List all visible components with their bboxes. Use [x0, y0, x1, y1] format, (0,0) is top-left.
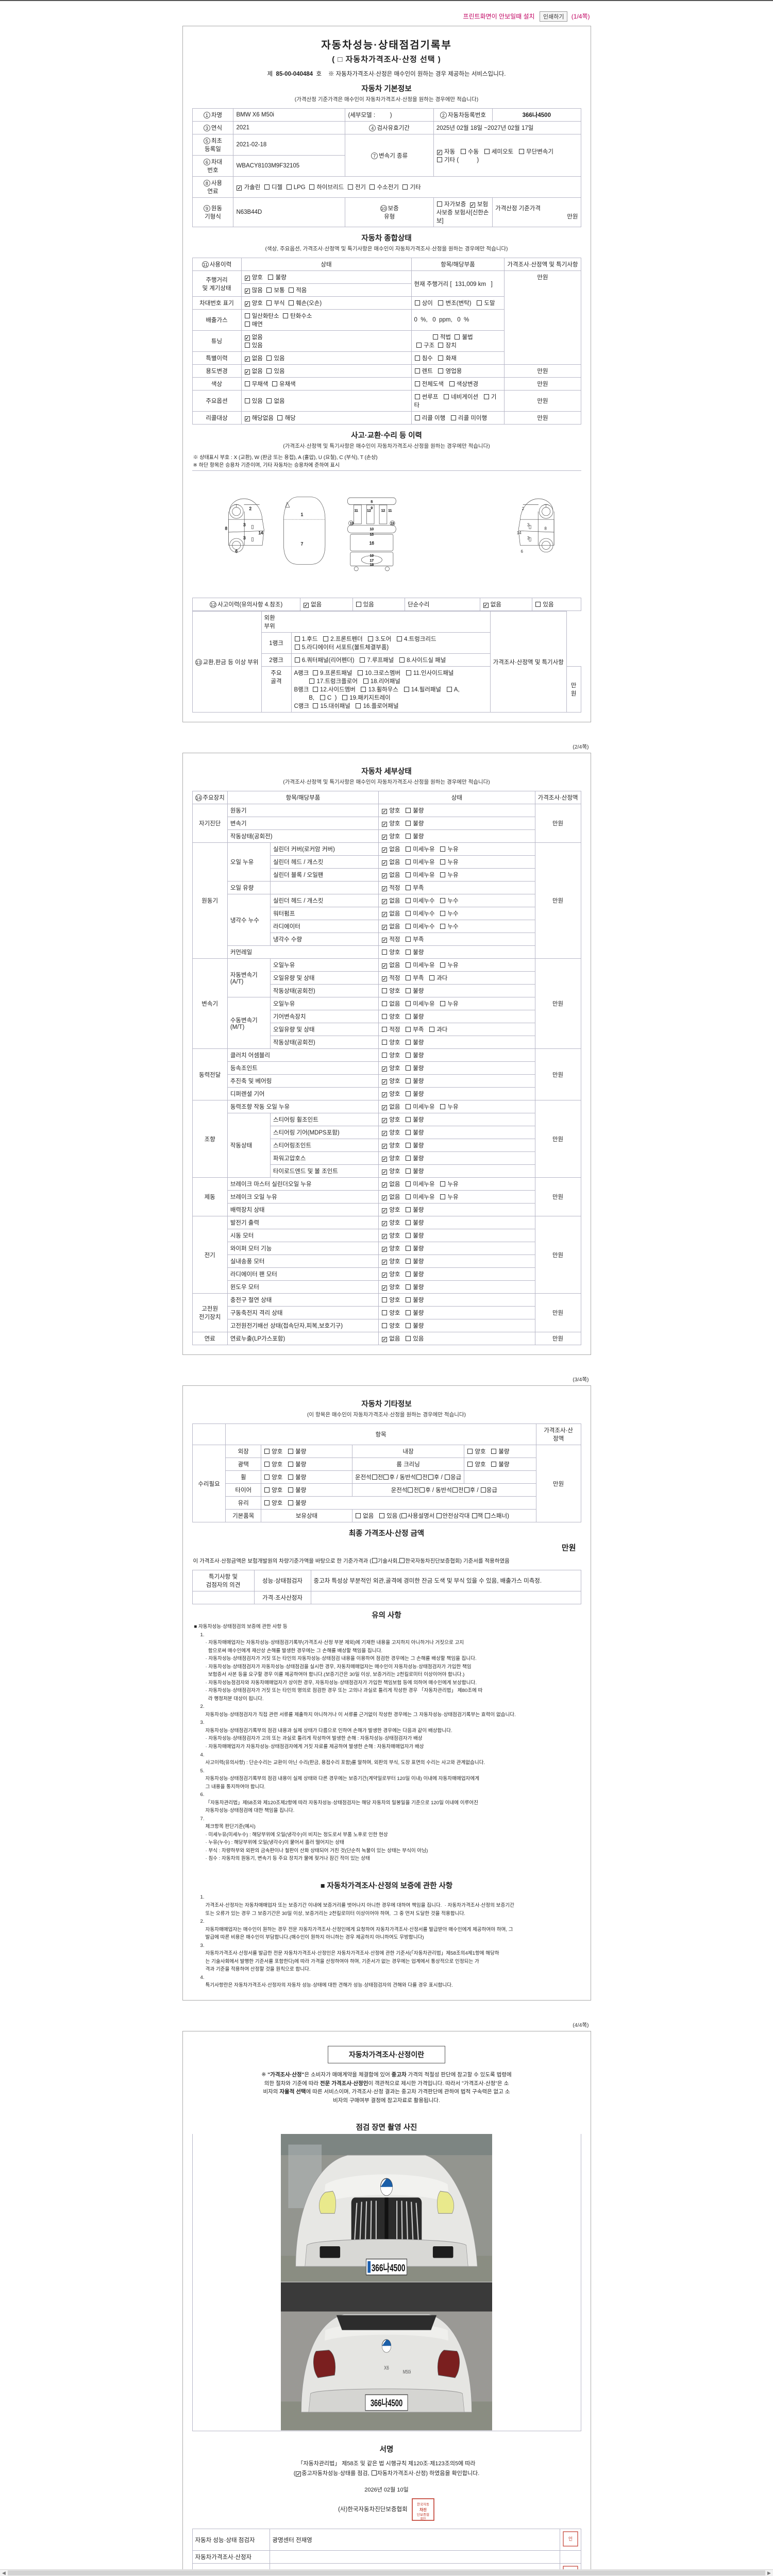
- svg-text:13: 13: [391, 522, 394, 526]
- svg-text:2: 2: [522, 506, 524, 511]
- svg-text:M50i: M50i: [403, 2369, 411, 2375]
- svg-text:1: 1: [300, 513, 303, 517]
- svg-text:16: 16: [369, 541, 374, 546]
- svg-text:11: 11: [354, 509, 358, 513]
- svg-text:단보증협: 단보증협: [417, 2512, 429, 2517]
- svg-text:10: 10: [369, 528, 374, 531]
- svg-text:회인: 회인: [420, 2517, 426, 2521]
- svg-text:18: 18: [369, 563, 374, 567]
- svg-text:9: 9: [371, 506, 373, 510]
- svg-text:3: 3: [527, 536, 529, 540]
- svg-text:3: 3: [243, 536, 246, 540]
- svg-text:2: 2: [249, 506, 251, 511]
- svg-text:7: 7: [300, 541, 303, 546]
- svg-text:한국자동: 한국자동: [417, 2502, 429, 2506]
- svg-text:6: 6: [520, 549, 523, 554]
- svg-text:3: 3: [243, 523, 246, 528]
- svg-text:17: 17: [369, 559, 374, 563]
- svg-text:X6: X6: [384, 2365, 389, 2371]
- svg-text:14: 14: [516, 531, 521, 535]
- svg-text:12: 12: [381, 509, 385, 513]
- svg-text:3: 3: [527, 523, 529, 528]
- svg-text:366나4500: 366나4500: [372, 2262, 406, 2274]
- svg-text:19: 19: [369, 554, 374, 558]
- svg-text:11: 11: [388, 509, 392, 513]
- svg-text:366나4500: 366나4500: [371, 2398, 402, 2409]
- svg-text:13: 13: [350, 522, 354, 526]
- svg-text:15: 15: [369, 533, 374, 537]
- svg-text:14: 14: [258, 531, 263, 535]
- svg-text:차진: 차진: [419, 2507, 427, 2512]
- svg-text:8: 8: [544, 526, 547, 531]
- svg-text:5: 5: [371, 500, 373, 504]
- svg-text:인: 인: [568, 2536, 572, 2541]
- svg-text:6: 6: [235, 549, 238, 554]
- svg-text:12: 12: [367, 509, 371, 513]
- svg-text:8: 8: [225, 526, 227, 531]
